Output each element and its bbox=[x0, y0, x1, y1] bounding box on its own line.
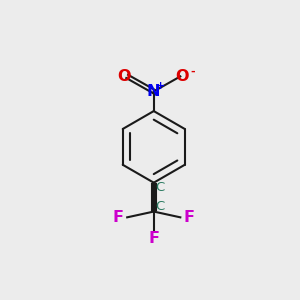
Text: O: O bbox=[176, 69, 189, 84]
Text: F: F bbox=[184, 210, 195, 225]
Text: F: F bbox=[148, 231, 159, 246]
Text: F: F bbox=[113, 210, 124, 225]
Text: +: + bbox=[156, 81, 165, 92]
Text: C: C bbox=[155, 182, 165, 194]
Text: -: - bbox=[190, 66, 195, 76]
Text: N: N bbox=[147, 84, 160, 99]
Text: C: C bbox=[155, 200, 165, 213]
Text: O: O bbox=[118, 69, 131, 84]
